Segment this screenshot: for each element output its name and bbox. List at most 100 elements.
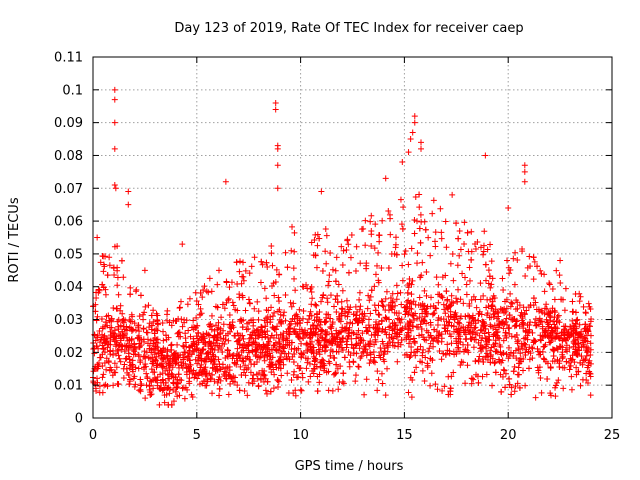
- data-point: [206, 338, 213, 345]
- data-point: [238, 317, 245, 324]
- data-point: [410, 298, 417, 305]
- data-point: [376, 238, 383, 245]
- data-point: [403, 334, 410, 341]
- data-point: [506, 270, 513, 277]
- data-point: [553, 267, 560, 274]
- data-point: [332, 369, 339, 376]
- data-point: [519, 319, 526, 326]
- data-point: [393, 282, 400, 289]
- data-point: [429, 357, 436, 364]
- data-point: [406, 276, 413, 283]
- data-point: [228, 279, 235, 286]
- data-point: [355, 364, 362, 371]
- data-point: [282, 249, 289, 256]
- data-point: [203, 288, 210, 295]
- data-point: [104, 344, 111, 351]
- data-point: [332, 370, 339, 377]
- data-point: [572, 350, 579, 357]
- data-point: [293, 374, 300, 381]
- data-point: [387, 294, 394, 301]
- data-point: [580, 343, 587, 350]
- data-point: [141, 309, 148, 316]
- data-point: [209, 346, 216, 353]
- data-point: [170, 398, 177, 405]
- data-point: [201, 283, 208, 290]
- data-point: [537, 332, 544, 339]
- data-point: [115, 291, 122, 298]
- data-point: [136, 328, 143, 335]
- data-point: [261, 357, 268, 364]
- data-point: [524, 322, 531, 329]
- data-point: [126, 336, 133, 343]
- data-point: [319, 268, 326, 275]
- data-point: [587, 346, 594, 353]
- data-point: [366, 297, 373, 304]
- data-point: [468, 375, 475, 382]
- data-point: [417, 211, 424, 218]
- data-point: [428, 335, 435, 342]
- data-point: [532, 338, 539, 345]
- data-point: [126, 324, 133, 331]
- data-point: [344, 303, 351, 310]
- data-point: [187, 361, 194, 368]
- data-point: [96, 389, 103, 396]
- data-point: [384, 342, 391, 349]
- data-point: [94, 334, 101, 341]
- data-point: [506, 375, 513, 382]
- data-point: [406, 340, 413, 347]
- data-point: [158, 362, 165, 369]
- data-point: [493, 348, 500, 355]
- data-point: [414, 250, 421, 257]
- data-point: [137, 292, 144, 299]
- data-point: [118, 335, 125, 342]
- data-point: [405, 297, 412, 304]
- data-point: [136, 313, 143, 320]
- data-point: [220, 321, 227, 328]
- data-point: [397, 289, 404, 296]
- data-point: [173, 359, 180, 366]
- data-point: [313, 302, 320, 309]
- data-point: [347, 352, 354, 359]
- data-point: [461, 219, 468, 226]
- data-point: [150, 385, 157, 392]
- data-point: [457, 315, 464, 322]
- data-point: [410, 312, 417, 319]
- data-point: [324, 295, 331, 302]
- data-point: [359, 349, 366, 356]
- data-point: [486, 273, 493, 280]
- data-point: [211, 378, 218, 385]
- data-point: [214, 304, 221, 311]
- data-point: [392, 322, 399, 329]
- data-point: [408, 245, 415, 252]
- data-point: [423, 305, 430, 312]
- data-point: [367, 339, 374, 346]
- data-point: [111, 96, 118, 103]
- data-point: [491, 360, 498, 367]
- data-point: [197, 349, 204, 356]
- data-point: [239, 332, 246, 339]
- data-point: [224, 352, 231, 359]
- data-point: [553, 333, 560, 340]
- data-point: [249, 329, 256, 336]
- data-point: [343, 320, 350, 327]
- data-point: [324, 299, 331, 306]
- data-point: [419, 352, 426, 359]
- data-point: [482, 277, 489, 284]
- data-point: [187, 357, 194, 364]
- data-point: [433, 274, 440, 281]
- data-point: [549, 328, 556, 335]
- data-point: [561, 332, 568, 339]
- data-point: [363, 352, 370, 359]
- data-point: [313, 264, 320, 271]
- data-point: [318, 298, 325, 305]
- data-point: [300, 315, 307, 322]
- data-point: [180, 342, 187, 349]
- data-point: [274, 145, 281, 152]
- data-point: [475, 317, 482, 324]
- data-point: [126, 356, 133, 363]
- data-point: [403, 298, 410, 305]
- data-point: [532, 315, 539, 322]
- data-point: [303, 281, 310, 288]
- data-point: [388, 250, 395, 257]
- data-point: [237, 316, 244, 323]
